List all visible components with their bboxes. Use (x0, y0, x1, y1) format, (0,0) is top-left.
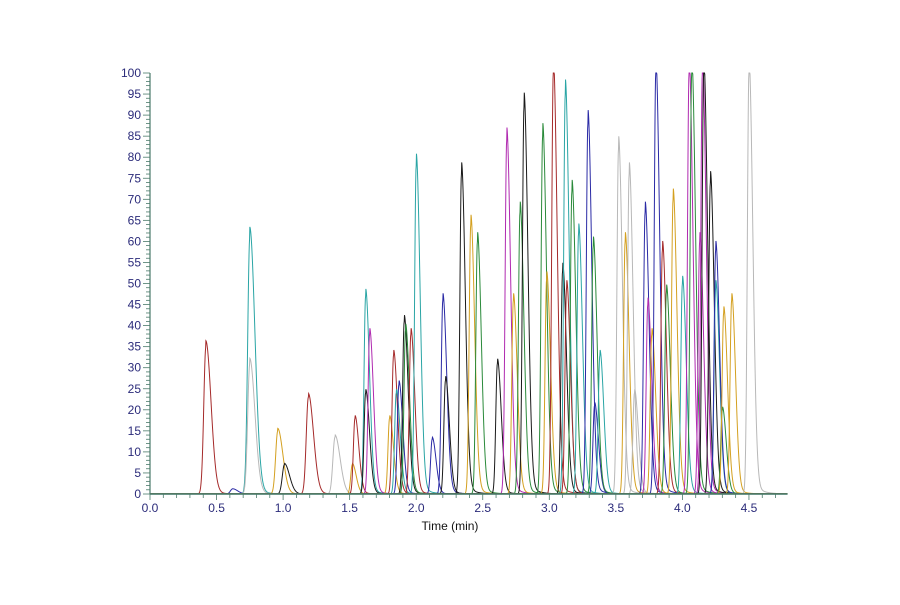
y-tick-label: 25 (128, 382, 142, 396)
x-tick-label: 3.5 (608, 501, 625, 515)
y-tick-label: 85 (128, 129, 142, 143)
peak-trace (273, 462, 318, 495)
y-tick-label: 10 (128, 445, 142, 459)
y-tick-label: 40 (128, 319, 142, 333)
x-tick-label: 1.0 (275, 501, 292, 515)
y-tick-label: 70 (128, 192, 142, 206)
peak-trace (486, 358, 531, 495)
y-tick-label: 0 (134, 487, 141, 501)
x-tick-label: 2.5 (474, 501, 491, 515)
y-tick-label: 60 (128, 234, 142, 248)
x-tick-label: 0.5 (208, 501, 225, 515)
peak-trace (513, 92, 558, 495)
y-tick-label: 80 (128, 150, 142, 164)
x-axis-title: Time (min) (422, 519, 479, 533)
peak-trace (239, 356, 283, 495)
x-tick-label: 2.0 (408, 501, 425, 515)
x-tick-label: 1.5 (341, 501, 358, 515)
y-axis: 0 5 10 15 20 25 30 35 40 45 50 55 60 65 70 75 80 85 90 95 10… (121, 66, 151, 501)
x-axis: 0.0 0.5 1.0 1.5 2.0 2.5 3.0 3.5 4.0 4.5 (142, 493, 788, 515)
peak-trace (618, 162, 663, 495)
y-tick-label: 55 (128, 255, 142, 269)
chromatogram-traces (150, 72, 788, 495)
x-tick-label: 3.0 (541, 501, 558, 515)
peak-trace (239, 226, 283, 495)
peak-trace (577, 110, 622, 495)
y-tick-label: 90 (128, 108, 142, 122)
peak-trace (738, 72, 783, 495)
y-tick-label: 30 (128, 361, 142, 375)
y-tick-label: 5 (134, 466, 141, 480)
y-tick-label: 95 (128, 87, 142, 101)
peak-trace (341, 462, 386, 495)
peak-trace (582, 236, 627, 495)
peak-trace (297, 391, 342, 495)
x-tick-label: 0.0 (142, 501, 159, 515)
y-tick-label: 75 (128, 171, 142, 185)
peak-trace (405, 153, 450, 495)
peak-trace (450, 162, 495, 495)
x-tick-label: 4.0 (674, 501, 691, 515)
y-tick-label: 50 (128, 277, 142, 291)
y-tick-label: 65 (128, 213, 142, 227)
y-tick-label: 20 (128, 403, 142, 417)
peak-trace (195, 339, 239, 495)
y-tick-label: 100 (121, 66, 141, 80)
y-tick-label: 45 (128, 298, 142, 312)
y-tick-label: 15 (128, 424, 142, 438)
x-tick-label: 4.5 (741, 501, 758, 515)
y-tick-label: 35 (128, 340, 142, 354)
